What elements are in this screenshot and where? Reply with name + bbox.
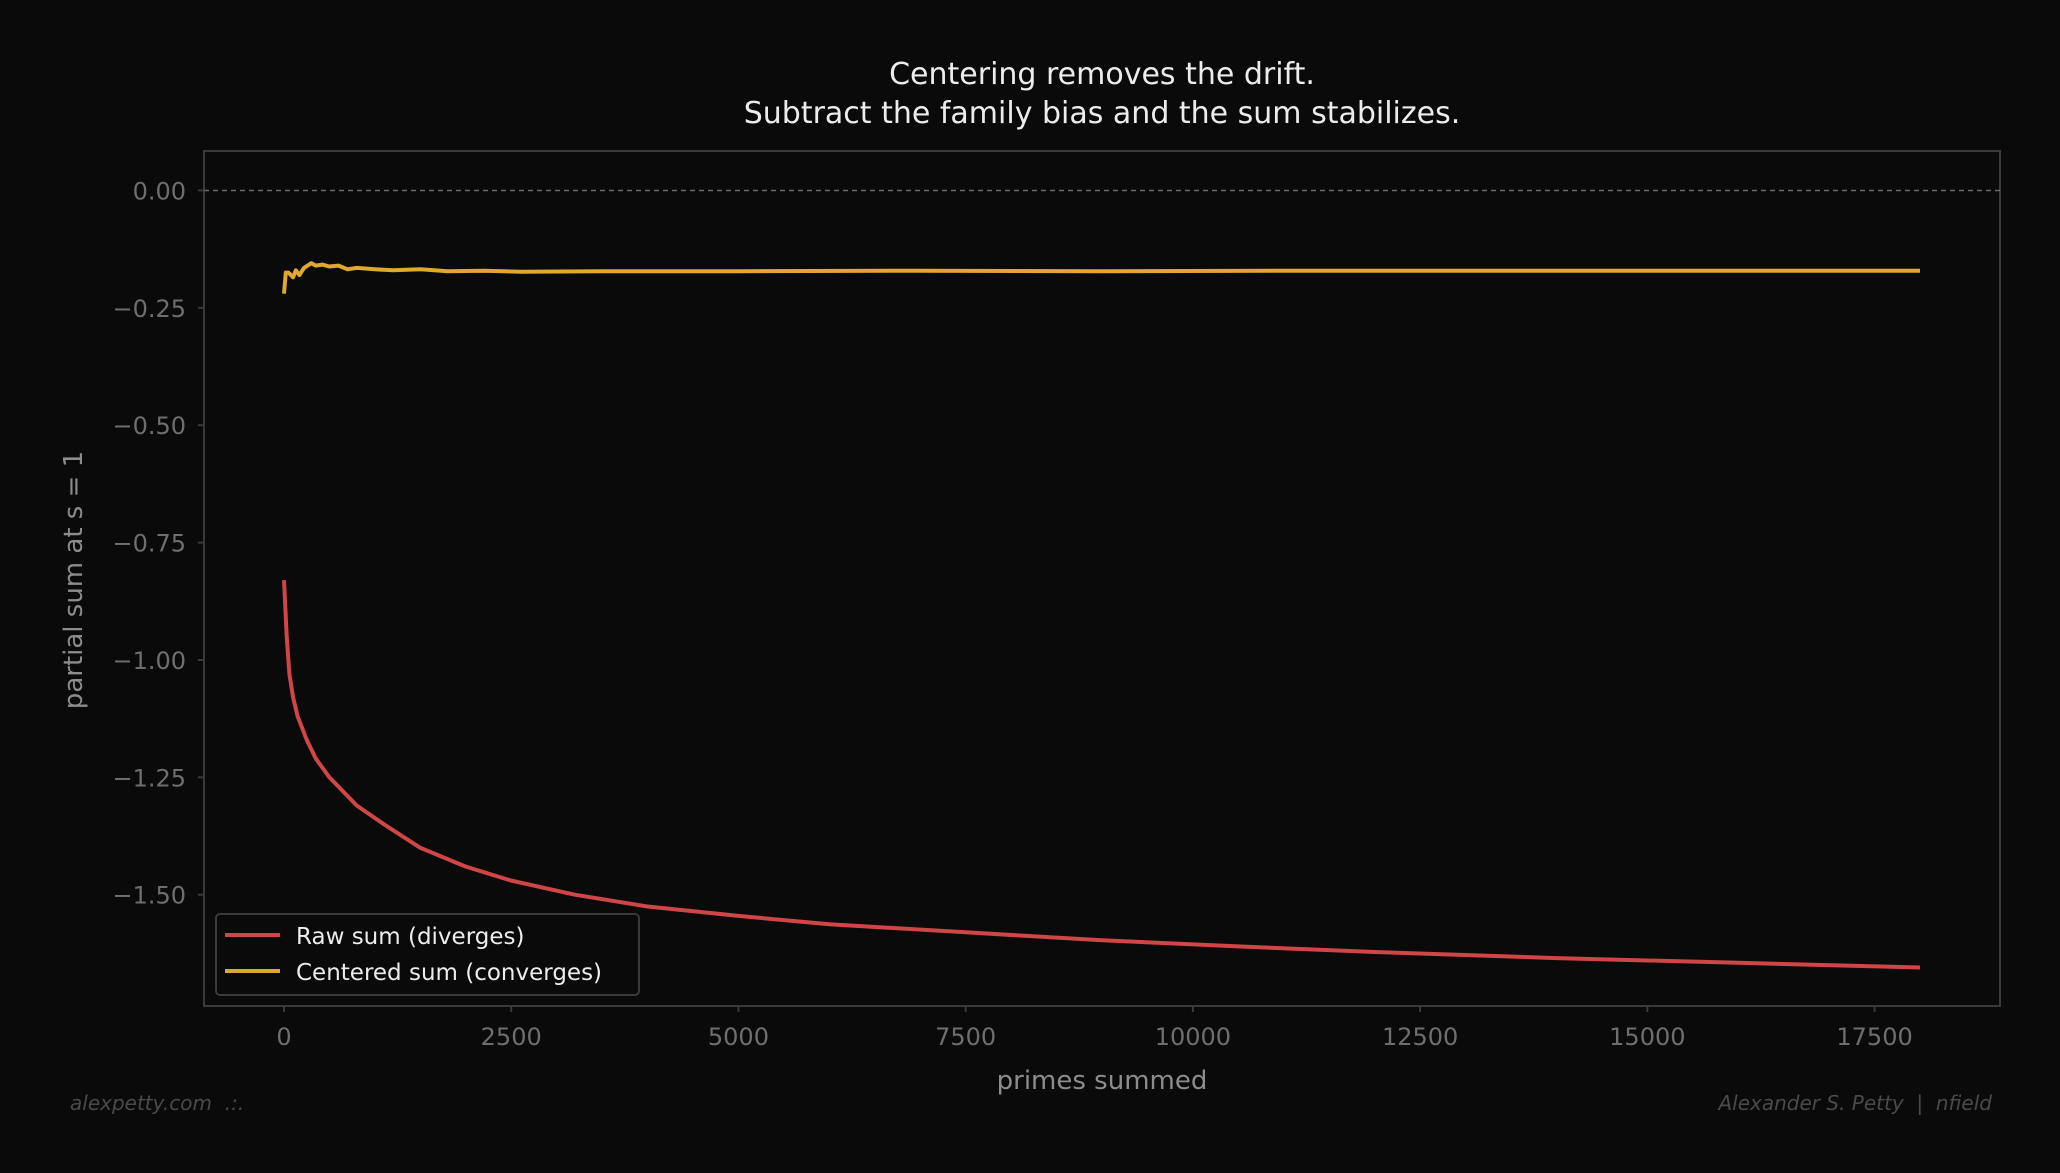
y-tick-label: −1.50 bbox=[112, 882, 186, 910]
y-axis: 0.00 −0.25 −0.50 −0.75 −1.00 −1.25 −1.50 bbox=[112, 177, 204, 910]
y-tick-label: −0.75 bbox=[112, 530, 186, 558]
centered-sum-line bbox=[282, 261, 1920, 294]
x-tick-label: 15000 bbox=[1609, 1023, 1685, 1051]
x-axis: 0 2500 5000 7500 10000 12500 15000 17500 bbox=[276, 1006, 1913, 1051]
x-tick-label: 7500 bbox=[935, 1023, 996, 1051]
footer-left: alexpetty.com .:. bbox=[70, 1091, 244, 1115]
y-axis-label: partial sum at s = 1 bbox=[59, 451, 89, 709]
x-tick-label: 2500 bbox=[481, 1023, 542, 1051]
raw-sum-line bbox=[282, 580, 1921, 970]
legend: Raw sum (diverges) Centered sum (converg… bbox=[215, 913, 640, 996]
legend-box bbox=[215, 913, 640, 996]
series-lines bbox=[282, 261, 1921, 970]
y-tick-label: −1.00 bbox=[112, 647, 186, 675]
x-axis-label: primes summed bbox=[997, 1066, 1208, 1096]
chart-subtitle: Subtract the family bias and the sum sta… bbox=[744, 96, 1461, 131]
x-tick-label: 0 bbox=[276, 1023, 291, 1051]
y-tick-label: −0.25 bbox=[112, 295, 186, 323]
x-tick-label: 12500 bbox=[1382, 1023, 1458, 1051]
chart-title: Centering removes the drift. bbox=[889, 57, 1315, 92]
y-tick-label: 0.00 bbox=[133, 177, 186, 205]
y-tick-label: −1.25 bbox=[112, 764, 186, 792]
legend-label-raw: Raw sum (diverges) bbox=[296, 924, 524, 950]
footer-right: Alexander S. Petty | nfield bbox=[1716, 1091, 1992, 1115]
x-tick-label: 5000 bbox=[708, 1023, 769, 1051]
x-tick-label: 10000 bbox=[1155, 1023, 1231, 1051]
y-tick-label: −0.50 bbox=[112, 412, 186, 440]
plot-frame bbox=[203, 150, 2001, 1007]
legend-label-centered: Centered sum (converges) bbox=[296, 960, 602, 986]
x-tick-label: 17500 bbox=[1836, 1023, 1912, 1051]
